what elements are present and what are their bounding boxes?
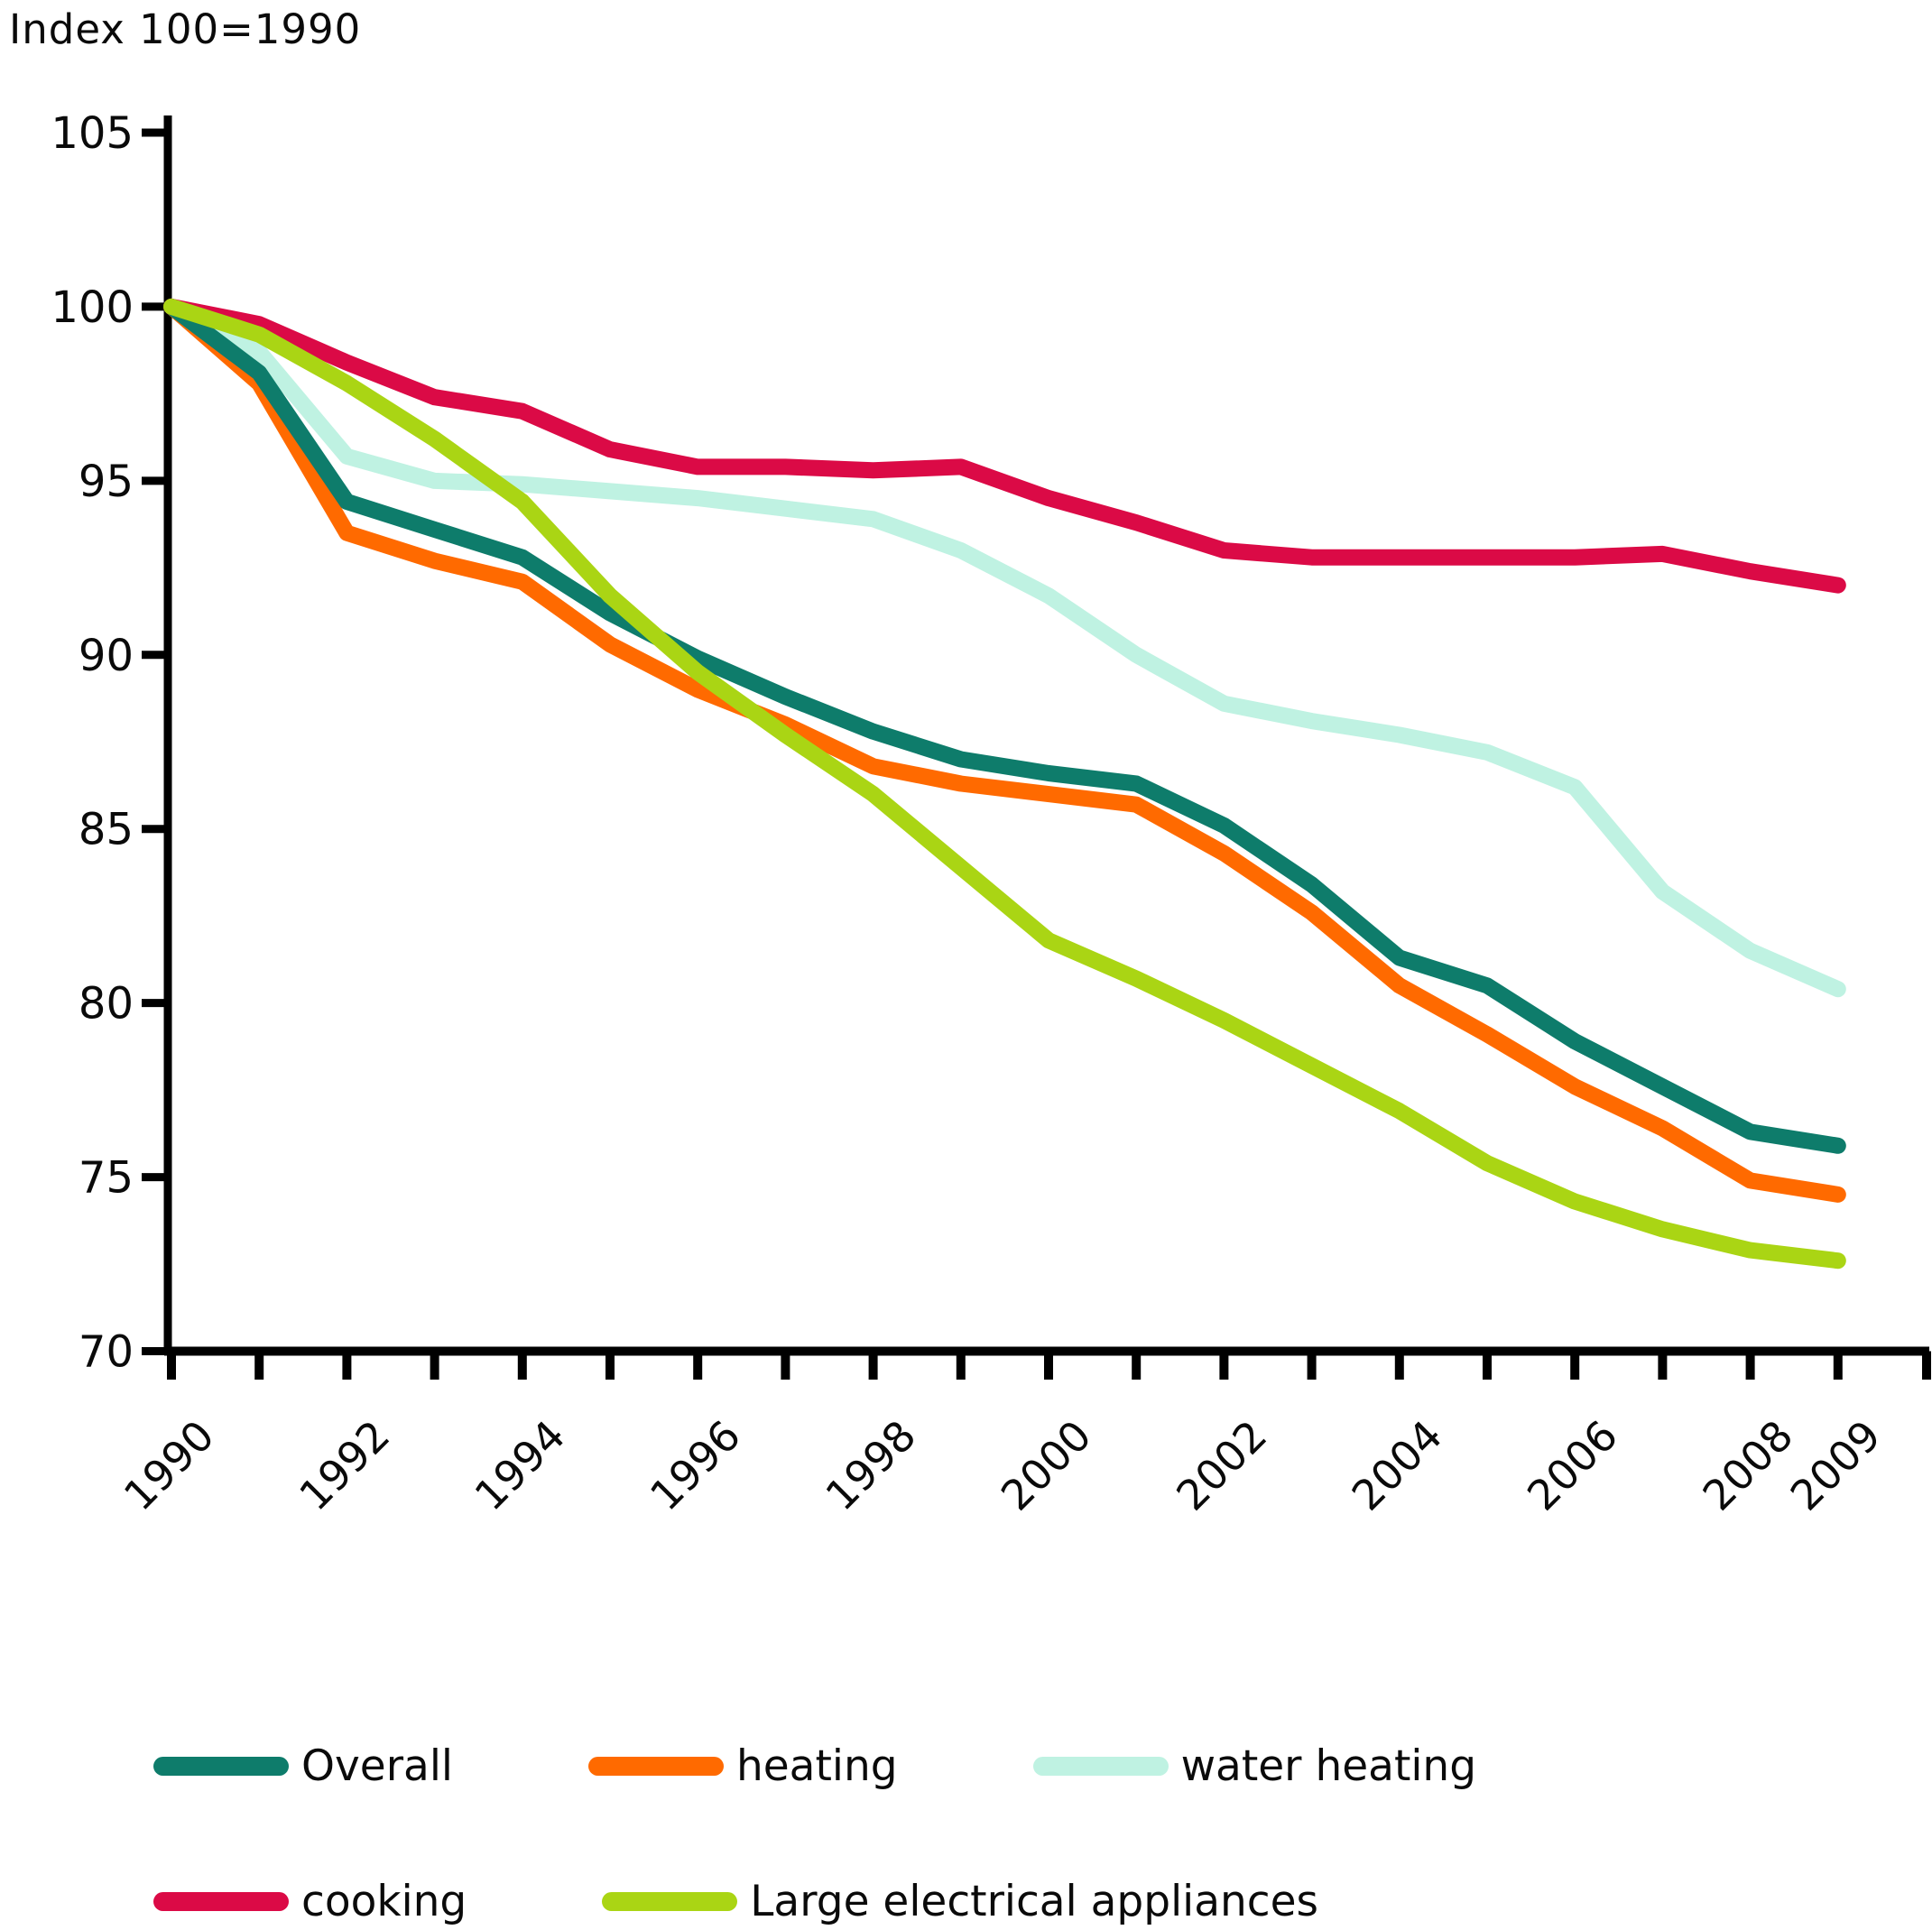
x-tick-label-2002: 2002 [1167, 1411, 1276, 1520]
legend-swatch-overall [153, 1757, 289, 1776]
legend-item-heating: heating [587, 1741, 898, 1791]
line-water-heating [163, 298, 1846, 998]
legend-label-overall: Overall [301, 1741, 453, 1791]
x-tick-label-1996: 1996 [641, 1411, 750, 1520]
y-tick-label-70: 70 [79, 1327, 134, 1378]
y-tick-label-105: 105 [51, 108, 134, 159]
x-tick-label-2009: 2009 [1781, 1411, 1890, 1520]
line-heating [163, 298, 1846, 1203]
legend-label-cooking: cooking [301, 1877, 467, 1926]
line-large-electrical-appliances [163, 298, 1846, 1270]
y-tick-label-80: 80 [79, 979, 134, 1030]
x-tick-label-2004: 2004 [1343, 1411, 1452, 1520]
legend-row-2: cooking Large electrical appliances [153, 1877, 1454, 1926]
y-tick-label-95: 95 [79, 457, 134, 507]
x-tick-label-2000: 2000 [992, 1411, 1101, 1520]
line-cooking [163, 298, 1846, 594]
legend-swatch-cooking [153, 1892, 289, 1911]
legend-label-heating: heating [735, 1741, 898, 1791]
legend-swatch-large-electrical-appliances [602, 1892, 738, 1911]
x-tick-label-2008: 2008 [1693, 1411, 1802, 1520]
x-tick-label-1994: 1994 [466, 1411, 575, 1520]
legend-item-overall: Overall [153, 1741, 453, 1791]
x-tick-label-1992: 1992 [290, 1411, 399, 1520]
y-tick-label-85: 85 [79, 805, 134, 855]
y-tick-label-75: 75 [79, 1153, 134, 1204]
legend-label-water-heating: water heating [1180, 1741, 1477, 1791]
legend-swatch-heating [587, 1757, 724, 1776]
legend-row-1: Overall heating water heating [153, 1741, 1612, 1791]
legend-swatch-water-heating [1032, 1757, 1169, 1776]
x-tick-label-1998: 1998 [816, 1411, 925, 1520]
y-tick-label-100: 100 [51, 282, 134, 333]
x-tick-label-2006: 2006 [1518, 1411, 1627, 1520]
line-overall [163, 298, 1846, 1154]
chart-title: Index 100=1990 [9, 5, 362, 53]
y-tick-label-90: 90 [79, 631, 134, 681]
x-tick-label-1990: 1990 [115, 1411, 224, 1520]
legend-label-large-electrical-appliances: Large electrical appliances [750, 1877, 1319, 1926]
legend-item-water-heating: water heating [1032, 1741, 1477, 1791]
legend-item-large-electrical-appliances: Large electrical appliances [602, 1877, 1318, 1926]
legend-item-cooking: cooking [153, 1877, 467, 1926]
